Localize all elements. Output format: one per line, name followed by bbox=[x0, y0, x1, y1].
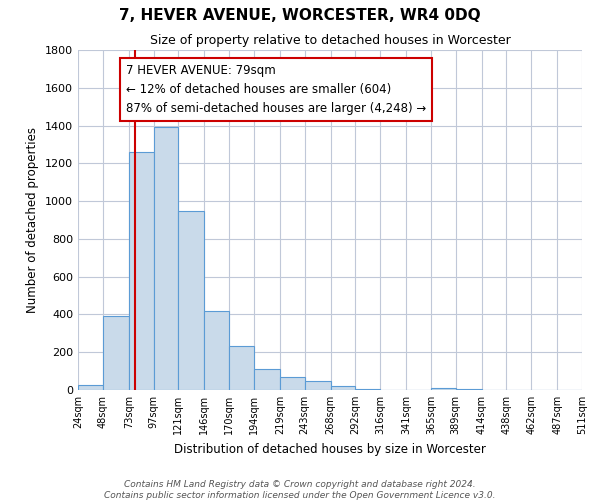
Bar bbox=[204, 310, 229, 390]
Bar bbox=[355, 389, 380, 390]
Bar bbox=[103, 316, 129, 390]
Bar bbox=[178, 210, 204, 390]
Text: 7 HEVER AVENUE: 79sqm
← 12% of detached houses are smaller (604)
87% of semi-det: 7 HEVER AVENUE: 79sqm ← 12% of detached … bbox=[126, 64, 426, 114]
Bar bbox=[305, 380, 331, 390]
Bar bbox=[431, 388, 456, 390]
Bar bbox=[331, 386, 355, 390]
Bar bbox=[78, 386, 103, 390]
Y-axis label: Number of detached properties: Number of detached properties bbox=[26, 127, 40, 313]
Bar bbox=[280, 377, 305, 390]
Bar bbox=[154, 128, 178, 390]
Title: Size of property relative to detached houses in Worcester: Size of property relative to detached ho… bbox=[149, 34, 511, 48]
Text: 7, HEVER AVENUE, WORCESTER, WR4 0DQ: 7, HEVER AVENUE, WORCESTER, WR4 0DQ bbox=[119, 8, 481, 22]
Bar bbox=[254, 369, 280, 390]
Bar bbox=[229, 346, 254, 390]
X-axis label: Distribution of detached houses by size in Worcester: Distribution of detached houses by size … bbox=[174, 442, 486, 456]
Bar bbox=[129, 152, 154, 390]
Text: Contains HM Land Registry data © Crown copyright and database right 2024.
Contai: Contains HM Land Registry data © Crown c… bbox=[104, 480, 496, 500]
Bar bbox=[456, 389, 482, 390]
